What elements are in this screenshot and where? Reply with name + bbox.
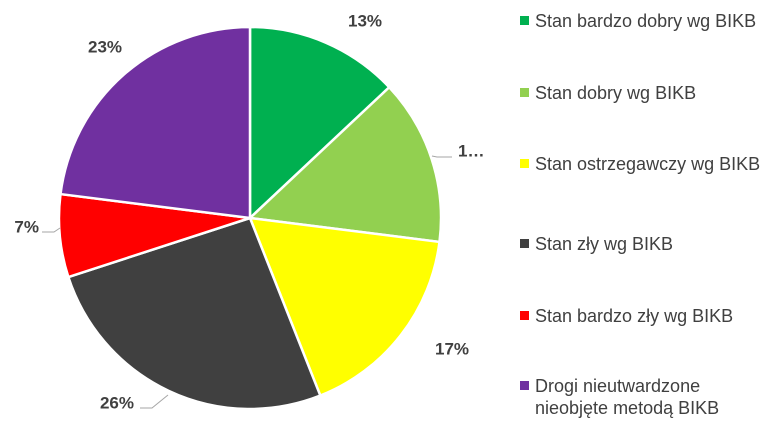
legend-label: Stan bardzo dobry wg BIKB <box>535 11 757 31</box>
legend-swatch <box>520 381 529 390</box>
data-label: 13% <box>348 11 382 30</box>
legend-swatch <box>520 311 529 320</box>
data-label: 1… <box>458 141 484 160</box>
pie-slice <box>59 25 252 220</box>
legend-label: Stan ostrzegawczy wg BIKB <box>535 154 761 174</box>
leader-line <box>140 394 169 409</box>
legend-label: Stan bardzo zły wg BIKB <box>535 306 734 326</box>
legend-item: Drogi nieutwardzone nieobjęte metodą BIK… <box>520 375 769 419</box>
leader-line <box>431 155 452 158</box>
legend-item: Stan bardzo zły wg BIKB <box>520 305 769 327</box>
legend-item: Stan ostrzegawczy wg BIKB <box>520 153 769 175</box>
legend-swatch <box>520 88 529 97</box>
legend-swatch <box>520 239 529 248</box>
legend-item: Stan dobry wg BIKB <box>520 82 769 104</box>
data-label: 17% <box>435 339 469 358</box>
pie-slice <box>247 85 443 244</box>
legend-label: Stan dobry wg BIKB <box>535 83 697 103</box>
legend-label: Drogi nieutwardzone nieobjęte metodą BIK… <box>535 376 720 418</box>
data-label: 23% <box>88 37 122 56</box>
legend-label: Stan zły wg BIKB <box>535 234 674 254</box>
legend-item: Stan bardzo dobry wg BIKB <box>520 10 769 32</box>
legend-swatch <box>520 159 529 168</box>
data-label: 26% <box>100 393 134 412</box>
pie-slice <box>66 216 322 411</box>
legend-swatch <box>520 16 529 25</box>
leader-line <box>42 227 61 233</box>
data-label: 7% <box>14 217 39 236</box>
pie-slice <box>248 216 441 398</box>
legend-item: Stan zły wg BIKB <box>520 233 769 255</box>
pie-slice <box>248 25 392 221</box>
